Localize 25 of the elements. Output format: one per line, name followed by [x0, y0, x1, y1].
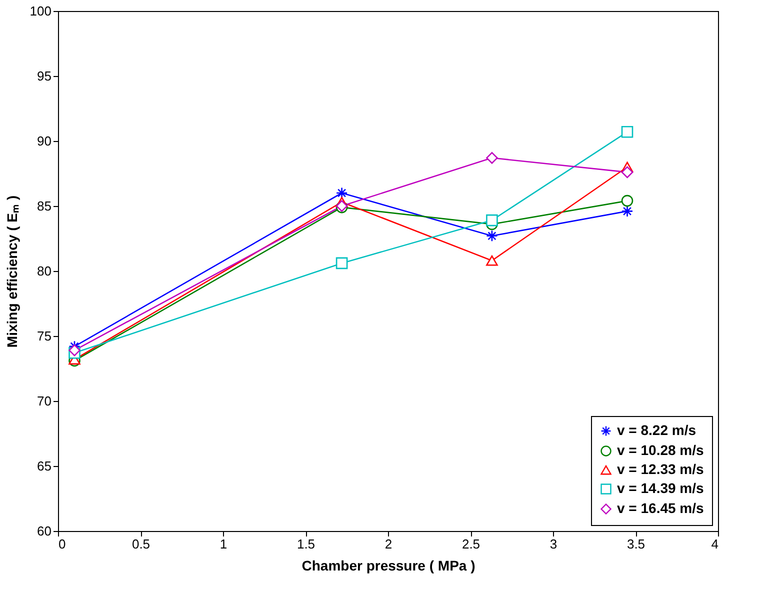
y-tick-label: 75: [37, 328, 52, 344]
y-axis-title: Mixing efficiency ( Eₘ ): [4, 195, 20, 348]
y-tick-label: 85: [37, 198, 52, 214]
y-tick-label: 95: [37, 68, 52, 84]
legend-label: v = 16.45 m/s: [617, 500, 704, 516]
legend-label: v = 12.33 m/s: [617, 461, 704, 477]
y-tick-label: 80: [37, 264, 52, 278]
x-tick-label: 0: [58, 536, 66, 552]
x-tick-label: 0.5: [132, 536, 150, 552]
legend-label: v = 14.39 m/s: [617, 480, 704, 496]
legend-label: v = 8.22 m/s: [617, 422, 696, 438]
x-tick-label: 2: [384, 536, 392, 552]
x-tick-label: 4: [711, 536, 718, 552]
y-tick-label: 100: [30, 4, 52, 18]
x-tick-label: 2.5: [462, 536, 480, 552]
x-axis-title: Chamber pressure ( MPa ): [302, 558, 476, 574]
y-tick-label: 60: [37, 524, 52, 538]
y-tick-label: 90: [37, 134, 52, 148]
x-tick-label: 3.5: [626, 536, 646, 552]
x-tick-label: 1: [220, 536, 228, 552]
x-tick-label: 3: [550, 536, 558, 552]
y-tick-label: 65: [37, 458, 52, 474]
x-tick-label: 1.5: [296, 536, 316, 552]
y-tick-label: 70: [37, 394, 52, 408]
legend-label: v = 10.28 m/s: [617, 442, 704, 458]
